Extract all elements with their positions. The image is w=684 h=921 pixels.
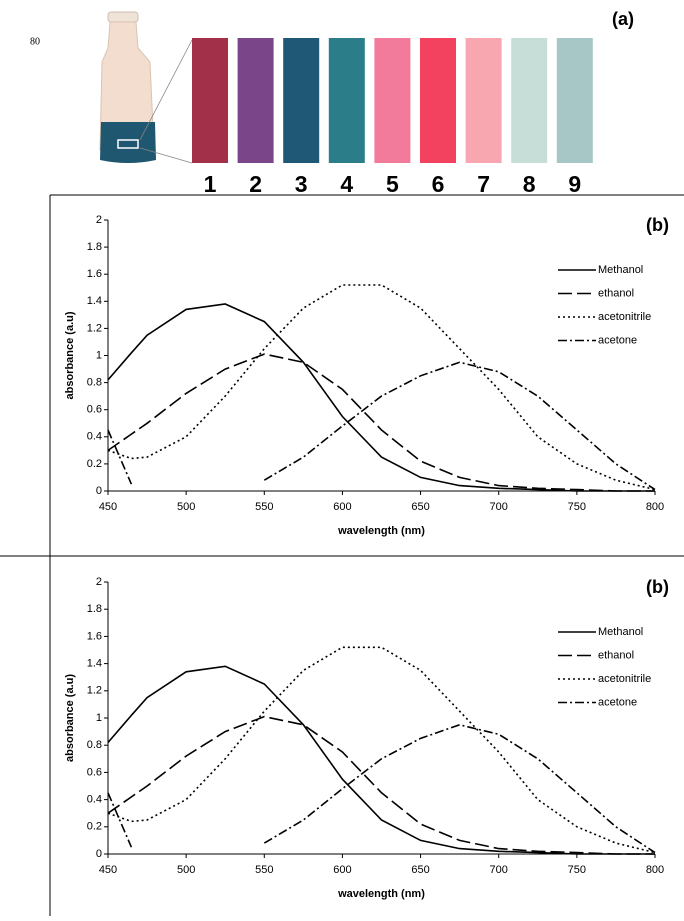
legend-label: acetone: [598, 696, 637, 708]
y-tick-label: 0.8: [87, 377, 102, 389]
y-tick-label: 0.2: [87, 821, 102, 833]
sample-number: 5: [386, 171, 399, 197]
x-axis-label: wavelength (nm): [337, 888, 425, 900]
legend-label: acetonitrile: [598, 311, 651, 323]
sample-swatch: [328, 38, 365, 163]
x-tick-label: 800: [646, 864, 664, 876]
x-tick-label: 700: [490, 501, 508, 513]
series-line: [107, 665, 655, 855]
y-tick-label: 0: [96, 848, 102, 860]
series-line: [107, 284, 656, 491]
page-number: 80: [30, 36, 40, 47]
y-tick-label: 0.4: [87, 431, 102, 443]
legend-label: ethanol: [598, 649, 634, 661]
sample-number: 7: [477, 171, 490, 197]
x-tick-label: 500: [177, 864, 195, 876]
y-tick-label: 0.4: [87, 794, 102, 806]
y-tick-label: 1.2: [87, 322, 102, 334]
sample-number: 1: [204, 171, 217, 197]
y-tick-label: 2: [96, 214, 102, 226]
series-line: [107, 646, 656, 854]
series-line: [107, 361, 656, 491]
vial: [99, 11, 193, 164]
y-tick-label: 0.6: [87, 404, 102, 416]
sample-number: 8: [523, 171, 536, 197]
sample-swatch: [192, 38, 228, 163]
y-tick-label: 1.2: [87, 685, 102, 697]
sample-swatch: [237, 38, 274, 163]
x-tick-label: 550: [255, 864, 273, 876]
series-line: [107, 353, 655, 492]
x-axis-label: wavelength (nm): [337, 525, 425, 537]
y-tick-label: 1.8: [87, 241, 102, 253]
y-axis-label: absorbance (a.u): [64, 311, 76, 399]
sample-swatch: [420, 38, 456, 163]
x-tick-label: 650: [411, 501, 429, 513]
x-tick-label: 550: [255, 501, 273, 513]
x-tick-label: 600: [333, 501, 351, 513]
sample-swatch: [283, 38, 320, 163]
y-tick-label: 1.4: [87, 658, 102, 670]
sample-number: 6: [432, 171, 445, 197]
legend-label: acetonitrile: [598, 673, 651, 685]
panel-label: (a): [612, 9, 634, 29]
legend-label: acetone: [598, 334, 637, 346]
series-line: [107, 723, 656, 854]
y-tick-label: 1.8: [87, 603, 102, 615]
x-tick-label: 750: [568, 501, 586, 513]
x-tick-label: 650: [411, 864, 429, 876]
sample-swatch: [374, 38, 411, 163]
sample-swatch: [556, 38, 593, 163]
x-tick-label: 750: [568, 864, 586, 876]
y-tick-label: 0.2: [87, 458, 102, 470]
x-tick-label: 450: [99, 864, 117, 876]
sample-number: 3: [295, 171, 308, 197]
sample-swatch: [511, 38, 548, 163]
y-tick-label: 1: [96, 349, 102, 361]
sample-number: 4: [340, 171, 353, 197]
sample-number: 9: [568, 171, 581, 197]
series-line: [107, 303, 655, 492]
x-tick-label: 700: [490, 864, 508, 876]
legend-label: Methanol: [598, 626, 643, 638]
y-tick-label: 0.8: [87, 739, 102, 751]
series-line: [107, 715, 655, 855]
chart-title: (b): [646, 215, 669, 235]
y-axis-label: absorbance (a.u): [64, 674, 76, 762]
y-tick-label: 1: [96, 712, 102, 724]
legend-label: Methanol: [598, 264, 643, 276]
sample-number: 2: [249, 171, 262, 197]
x-tick-label: 500: [177, 501, 195, 513]
x-tick-label: 800: [646, 501, 664, 513]
y-tick-label: 1.6: [87, 630, 102, 642]
y-tick-label: 1.6: [87, 268, 102, 280]
legend-label: ethanol: [598, 287, 634, 299]
sample-swatch: [465, 38, 502, 163]
y-tick-label: 0.6: [87, 766, 102, 778]
x-tick-label: 600: [333, 864, 351, 876]
chart-title: (b): [646, 577, 669, 597]
y-tick-label: 1.4: [87, 295, 102, 307]
y-tick-label: 0: [96, 485, 102, 497]
y-tick-label: 2: [96, 576, 102, 588]
x-tick-label: 450: [99, 501, 117, 513]
